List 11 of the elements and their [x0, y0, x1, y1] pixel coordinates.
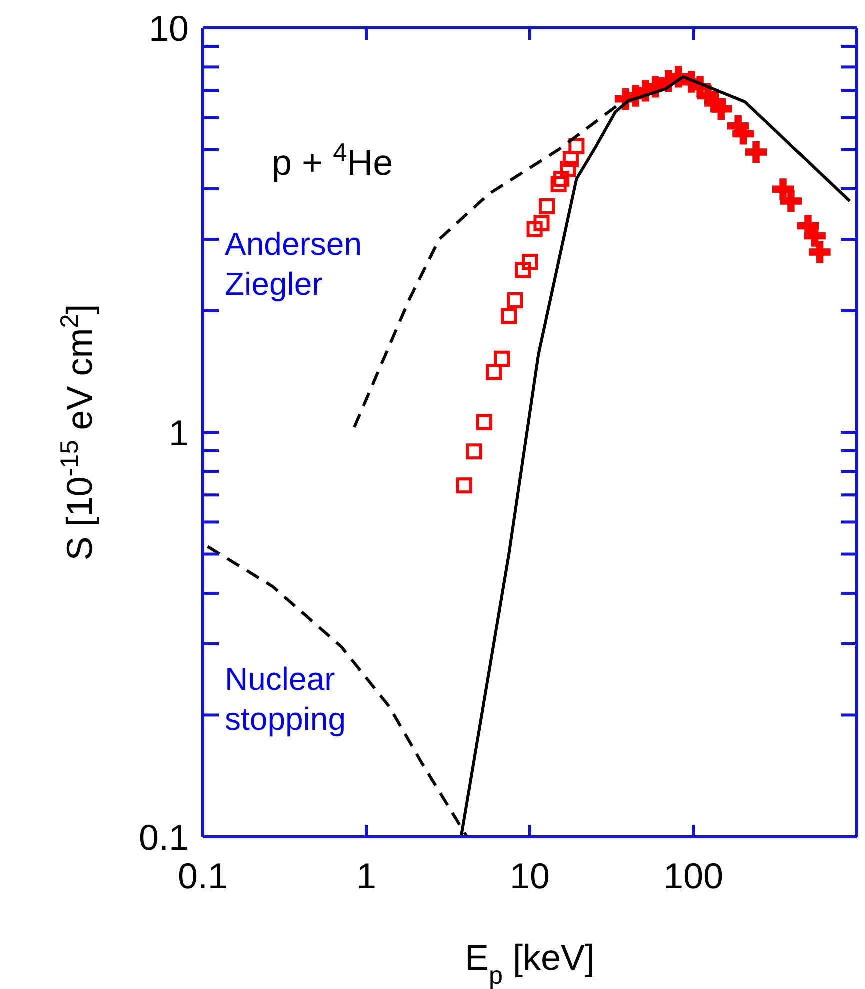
y-tick-label: 0.1	[138, 816, 189, 858]
x-tick-label: 10	[510, 856, 550, 897]
y-tick-label: 1	[168, 412, 189, 454]
x-tick-label: 0.1	[178, 856, 228, 897]
annotation: p + $^{4}$He	[272, 139, 394, 183]
x-axis-title: E$_{p}$ [keV]	[464, 937, 596, 989]
series-label: Andersen Ziegler	[225, 226, 362, 302]
x-tick-label: 1	[356, 856, 377, 897]
x-tick-label: 100	[663, 856, 724, 897]
series-label: Nuclear stopping	[225, 661, 346, 737]
y-tick-label: 10	[148, 8, 189, 49]
